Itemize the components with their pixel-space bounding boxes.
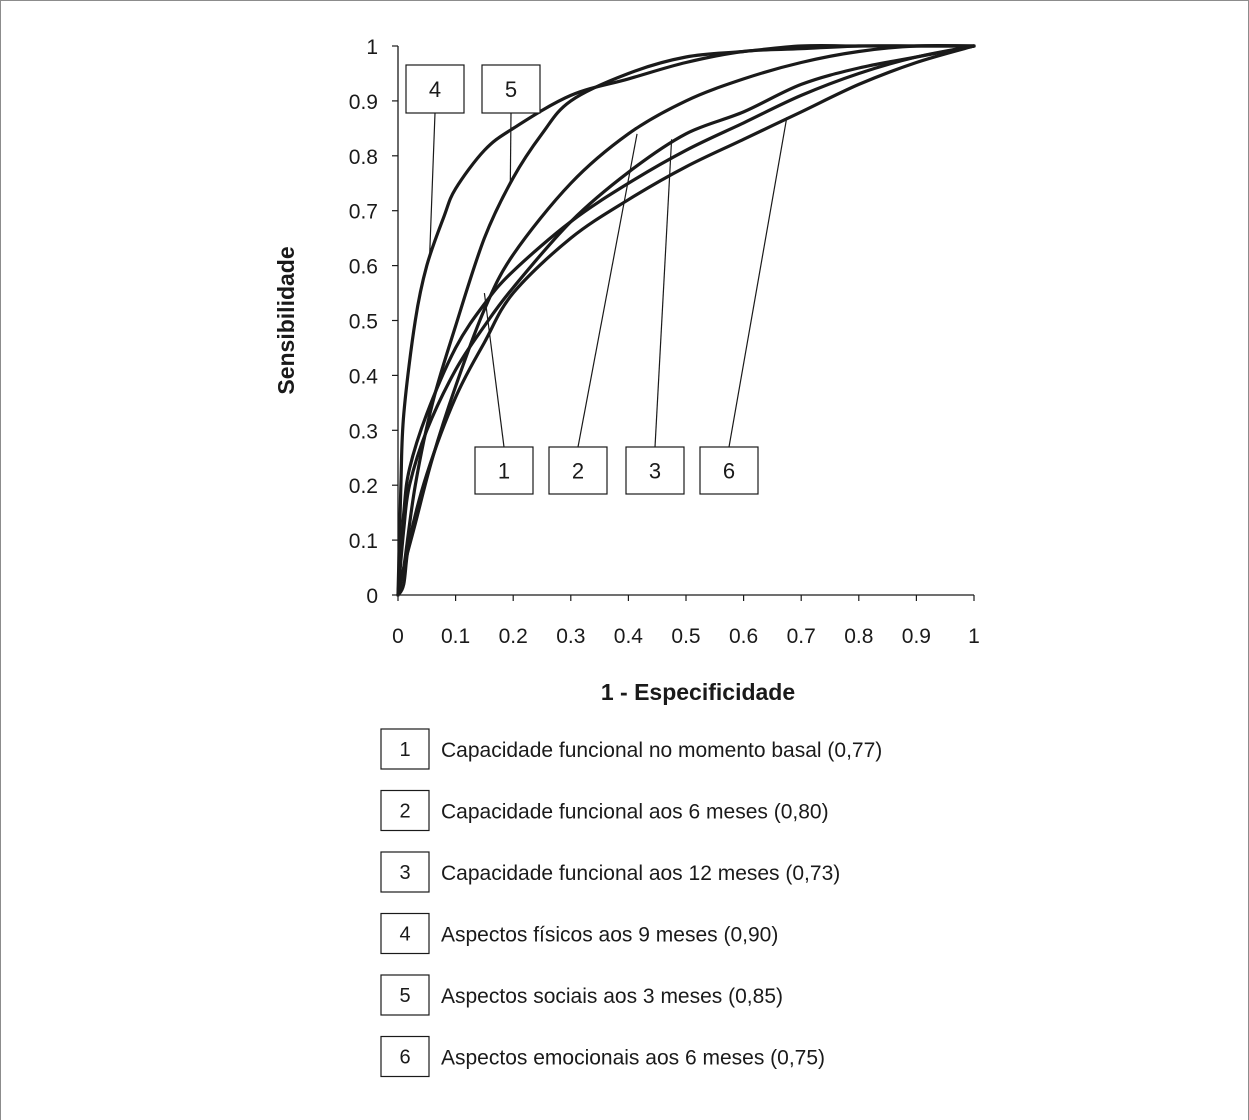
callout-leader-1 — [483, 292, 505, 448]
callout-label-3: 3 — [649, 459, 661, 484]
y-tick-label: 1 — [366, 36, 378, 59]
roc-curve-5 — [396, 44, 976, 597]
legend-number: 1 — [399, 739, 410, 761]
roc-curve-2 — [396, 44, 976, 597]
y-tick-label: 0.3 — [349, 420, 378, 443]
callout-label-5: 5 — [505, 77, 517, 102]
legend: 1 Capacidade funcional no momento basal (… — [380, 728, 882, 1078]
legend-number: 2 — [399, 801, 410, 823]
legend-number-box — [380, 851, 430, 893]
callout-leader-2 — [577, 133, 638, 448]
y-tick-label: 0 — [366, 585, 378, 608]
chart-axes — [397, 46, 974, 596]
legend-entry-4: 4 Aspectos físicos aos 9 meses (0,90) — [380, 912, 778, 955]
x-tick-label: 0.5 — [671, 625, 700, 648]
callout-box-3 — [625, 446, 685, 495]
x-tick-label: 0.6 — [729, 625, 758, 648]
legend-description: Capacidade funcional aos 6 meses (0,80) — [441, 801, 829, 824]
x-axis-ticks: 0 0.1 0.2 0.3 0.4 0.5 0.6 0.7 0.8 0.9 1 — [392, 595, 980, 648]
y-tick-label: 0.7 — [349, 201, 378, 224]
callout-leader-3 — [654, 139, 673, 448]
legend-number-box — [380, 1035, 430, 1078]
callout-label-2: 2 — [572, 459, 584, 484]
x-tick-label: 0 — [392, 625, 404, 648]
callout-box-4 — [405, 64, 465, 114]
callout-leader-6 — [728, 117, 788, 448]
x-tick-label: 0.9 — [902, 625, 931, 648]
y-tick-label: 0.6 — [349, 256, 378, 279]
legend-entry-3: 3 Capacidade funcional aos 12 meses (0,73… — [380, 851, 840, 893]
y-tick-label: 0.1 — [349, 530, 378, 553]
y-tick-label: 0.8 — [349, 146, 378, 169]
legend-entry-5: 5 Aspectos sociais aos 3 meses (0,85) — [380, 974, 783, 1016]
y-axis-ticks: 0 0.1 0.2 0.3 0.4 0.5 0.6 0.7 0.8 0.9 1 — [349, 36, 398, 608]
roc-curve-4 — [396, 44, 976, 597]
x-tick-label: 0.2 — [499, 625, 528, 648]
legend-description: Capacidade funcional aos 12 meses (0,73) — [441, 862, 840, 885]
x-tick-label: 1 — [968, 625, 980, 648]
legend-number: 4 — [399, 924, 410, 946]
y-tick-label: 0.4 — [349, 365, 379, 388]
curve-callouts: 4 5 1 2 3 6 — [405, 64, 788, 495]
roc-curve-1 — [396, 44, 976, 597]
legend-number: 6 — [399, 1047, 410, 1069]
legend-entry-1: 1 Capacidade funcional no momento basal (… — [380, 728, 882, 770]
callout-leader-4 — [429, 112, 436, 255]
legend-number-box — [380, 974, 430, 1016]
x-tick-label: 0.3 — [556, 625, 585, 648]
roc-curve-3 — [396, 44, 976, 597]
legend-entry-2: 2 Capacidade funcional aos 6 meses (0,80) — [380, 789, 829, 832]
legend-description: Aspectos emocionais aos 6 meses (0,75) — [441, 1047, 825, 1070]
x-axis-title: 1 - Especificidade — [601, 679, 795, 705]
callout-box-2 — [548, 446, 608, 495]
legend-number: 3 — [399, 862, 410, 884]
legend-number-box — [380, 728, 430, 770]
callout-label-4: 4 — [429, 77, 441, 102]
x-tick-label: 0.7 — [787, 625, 816, 648]
legend-description: Aspectos sociais aos 3 meses (0,85) — [441, 985, 783, 1008]
legend-description: Aspectos físicos aos 9 meses (0,90) — [441, 924, 778, 947]
callout-label-1: 1 — [498, 459, 510, 484]
legend-number-box — [380, 789, 430, 832]
roc-curves — [396, 44, 976, 597]
callout-label-6: 6 — [723, 459, 735, 484]
legend-entry-6: 6 Aspectos emocionais aos 6 meses (0,75) — [380, 1035, 825, 1078]
legend-description: Capacidade funcional no momento basal (0… — [441, 739, 882, 762]
y-axis-title: Sensibilidade — [273, 246, 299, 394]
x-tick-label: 0.8 — [844, 625, 873, 648]
callout-box-6 — [699, 446, 759, 495]
x-tick-label: 0.1 — [441, 625, 470, 648]
x-tick-label: 0.4 — [614, 625, 644, 648]
y-tick-label: 0.9 — [349, 91, 378, 114]
y-tick-label: 0.2 — [349, 475, 378, 498]
callout-box-1 — [474, 446, 534, 495]
legend-number: 5 — [399, 985, 410, 1007]
y-tick-label: 0.5 — [349, 311, 378, 334]
callout-box-5 — [481, 64, 541, 114]
roc-curve-6 — [396, 44, 976, 597]
legend-number-box — [380, 912, 430, 955]
callout-leader-5 — [509, 112, 512, 184]
